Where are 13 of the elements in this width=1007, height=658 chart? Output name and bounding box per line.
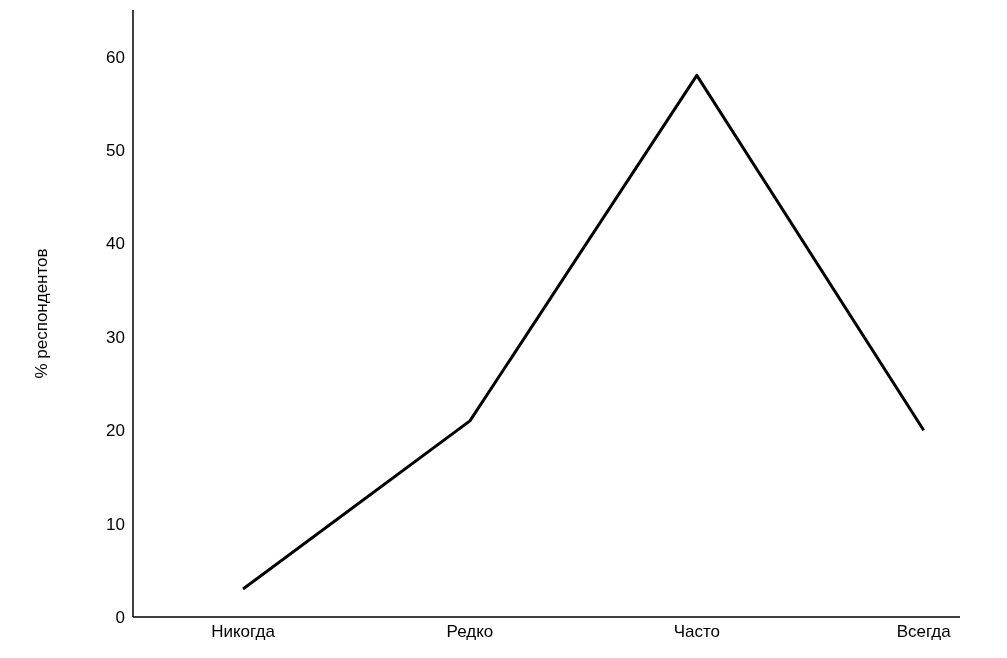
y-tick-label: 0	[115, 608, 125, 628]
y-tick-label: 40	[106, 234, 125, 254]
y-tick-label: 60	[106, 47, 125, 67]
y-tick-label: 30	[106, 327, 125, 347]
x-tick-label: Редко	[446, 622, 494, 642]
y-tick-label: 50	[106, 141, 125, 161]
x-tick-label: Всегда	[896, 622, 952, 642]
x-tick-label: Никогда	[211, 622, 276, 642]
line-series	[241, 73, 926, 591]
x-tick-label: Часто	[673, 622, 720, 642]
y-axis-title: % респондентов	[32, 248, 52, 379]
y-tick-label: 10	[106, 514, 125, 534]
y-tick-label: 20	[106, 421, 125, 441]
